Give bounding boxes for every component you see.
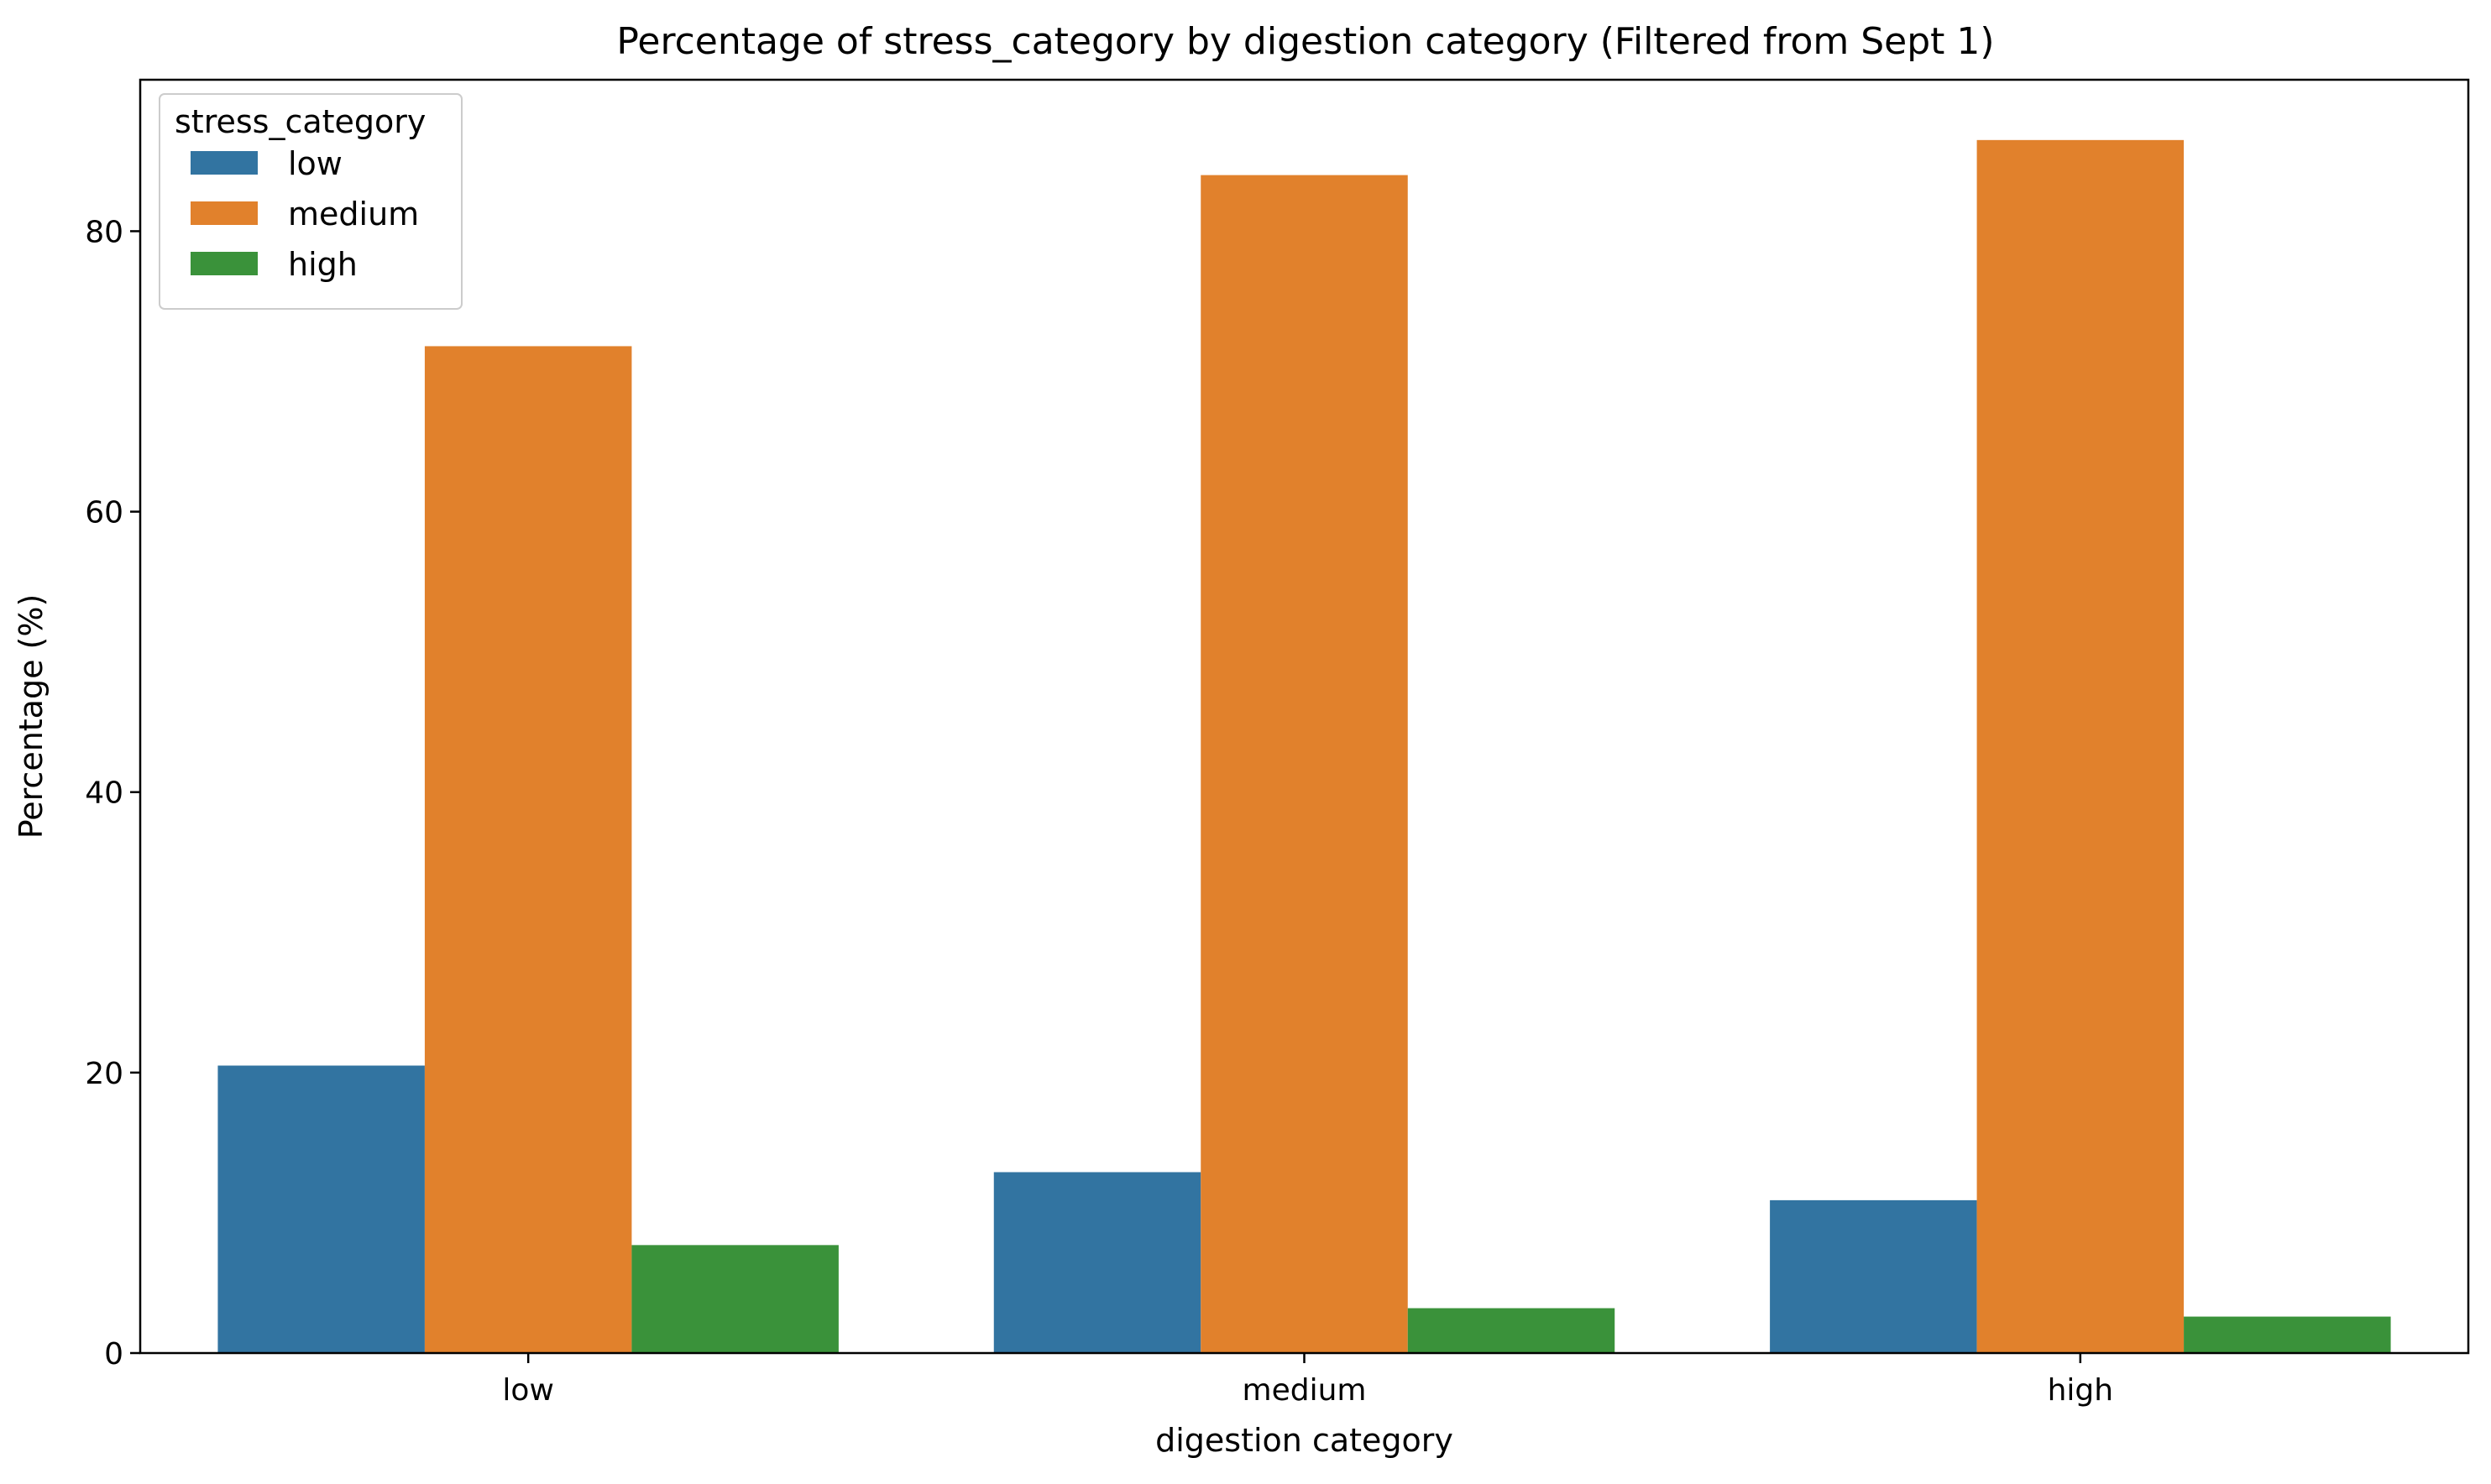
legend-swatch-medium	[191, 201, 258, 225]
y-tick-label: 80	[85, 215, 123, 249]
y-tick-label: 0	[104, 1337, 123, 1372]
bar-medium-low	[993, 1172, 1201, 1353]
y-tick-label: 60	[85, 496, 123, 530]
bar-low-medium	[424, 346, 632, 1353]
bar-medium-high	[1407, 1308, 1615, 1353]
legend-label-high: high	[288, 246, 358, 283]
bar-low-high	[631, 1245, 839, 1353]
legend-label-medium: medium	[288, 196, 419, 233]
legend: stress_category low medium high	[159, 93, 463, 310]
x-tick-label: low	[502, 1373, 553, 1408]
legend-swatch-high	[191, 252, 258, 275]
x-axis-label: digestion category	[1155, 1422, 1453, 1459]
y-tick-label: 20	[85, 1057, 123, 1091]
chart-title: Percentage of stress_category by digesti…	[616, 20, 1994, 63]
bar-high-high	[2184, 1316, 2391, 1353]
legend-label-low: low	[288, 145, 343, 182]
y-axis-label: Percentage (%)	[13, 594, 50, 839]
x-tick-label: high	[2048, 1373, 2114, 1408]
plot-frame	[139, 78, 2470, 1355]
legend-swatch-low	[191, 151, 258, 175]
bar-high-low	[1770, 1199, 1977, 1353]
x-axis: low medium high	[502, 1353, 2113, 1408]
x-tick-label: medium	[1243, 1373, 1367, 1408]
bars-layer	[217, 139, 2391, 1354]
bar-high-medium	[1976, 139, 2185, 1353]
bar-low-low	[217, 1065, 425, 1353]
bar-medium-medium	[1201, 175, 1408, 1354]
y-tick-label: 40	[85, 776, 123, 811]
y-axis: 0 20 40 60 80	[85, 215, 140, 1372]
legend-title: stress_category	[175, 103, 426, 140]
